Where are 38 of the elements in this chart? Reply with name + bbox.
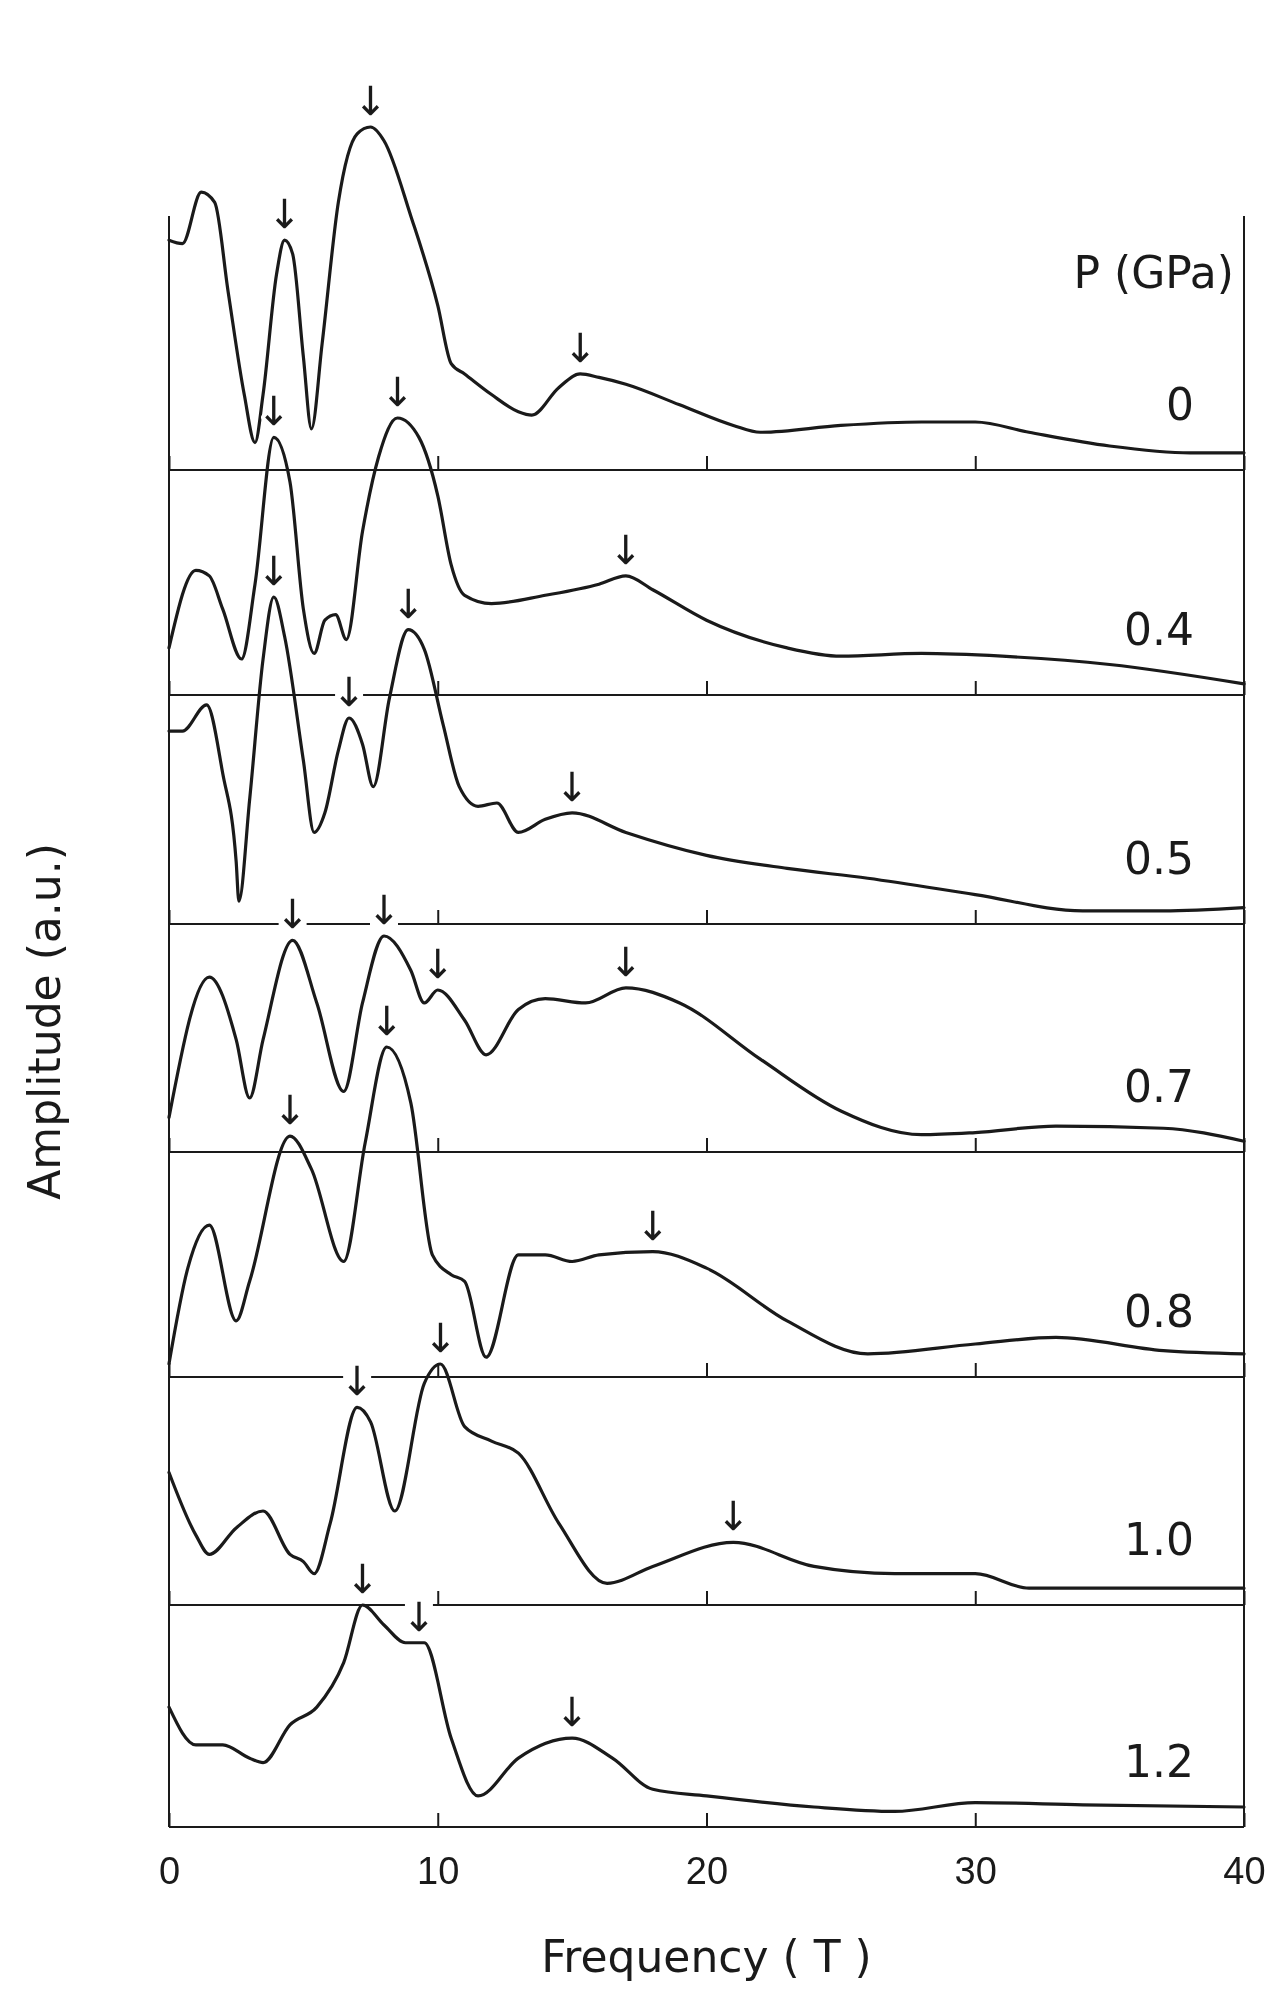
series-label: 0.7 <box>1124 1061 1194 1112</box>
annotation: ↓ <box>340 1358 374 1405</box>
annotation: ↓ <box>353 78 388 124</box>
annotation: ↓ <box>563 324 597 371</box>
series-label: 0.4 <box>1124 604 1194 655</box>
series-label: 1.0 <box>1124 1514 1194 1565</box>
annotation: ↓ <box>369 998 404 1044</box>
series-label: 0 <box>1166 379 1194 430</box>
x-tick-label: 30 <box>954 1849 997 1892</box>
annotation: ↓ <box>275 891 310 938</box>
annotation: ↓ <box>555 763 589 810</box>
annotation: ↓ <box>716 1493 751 1540</box>
annotation: ↓ <box>402 1593 436 1640</box>
annotation: ↓ <box>345 1556 380 1602</box>
annotation: ↓ <box>609 938 643 985</box>
series-label: 0.5 <box>1124 833 1194 884</box>
annotation: ↓ <box>257 548 291 594</box>
annotation: ↓ <box>555 1689 589 1736</box>
x-tick-label: 0 <box>158 1849 181 1892</box>
x-tick-label: 10 <box>417 1849 460 1892</box>
annotation: ↓ <box>635 1202 670 1249</box>
series-label: 0.8 <box>1124 1286 1194 1337</box>
annotation: ↓ <box>273 1087 307 1134</box>
series-label: 1.2 <box>1124 1736 1194 1787</box>
legend-title: P (GPa) <box>1073 247 1234 298</box>
annotation: ↓ <box>609 526 643 573</box>
annotation: ↓ <box>267 191 302 238</box>
annotation: ↓ <box>391 580 425 627</box>
x-tick-label: 40 <box>1223 1849 1266 1892</box>
annotation: ↓ <box>257 388 291 435</box>
annotation: ↓ <box>380 369 415 415</box>
x-tick-label: 20 <box>685 1849 729 1892</box>
y-axis-title: Amplitude (a.u.) <box>19 843 70 1200</box>
annotation: ↓ <box>420 941 455 987</box>
annotation: ↓ <box>332 668 366 715</box>
annotation: ↓ <box>423 1315 458 1361</box>
x-axis-title: Frequency ( T ) <box>541 1931 872 1982</box>
annotation: ↓ <box>367 887 401 933</box>
